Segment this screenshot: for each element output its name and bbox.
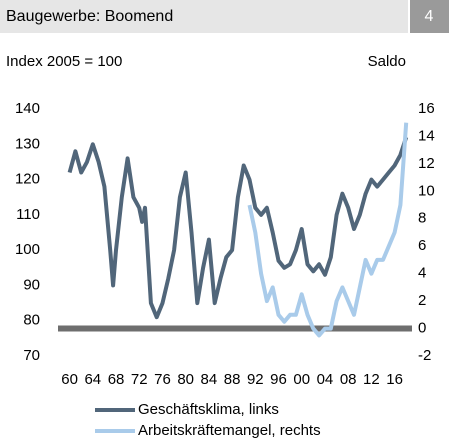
chart-title: Baugewerbe: Boomend: [6, 8, 173, 25]
y2-tick-label: 14: [418, 127, 435, 144]
x-tick-label: 68: [108, 371, 125, 388]
chart-number: 4: [425, 8, 434, 25]
x-tick-label: 12: [363, 371, 380, 388]
x-tick-label: 16: [386, 371, 403, 388]
header-number-box: [410, 0, 449, 33]
y2-axis-label: Saldo: [368, 53, 406, 70]
x-tick-label: 88: [224, 371, 241, 388]
legend-label: Arbeitskräftemangel, rechts: [138, 422, 321, 439]
y-tick-label: 120: [15, 171, 40, 188]
y-tick-label: 100: [15, 241, 40, 258]
x-tick-label: 04: [317, 371, 334, 388]
y-tick-label: 130: [15, 135, 40, 152]
y2-tick-label: 6: [418, 237, 426, 254]
y-tick-label: 70: [23, 347, 40, 364]
x-tick-label: 72: [131, 371, 148, 388]
x-tick-label: 00: [293, 371, 310, 388]
x-tick-label: 84: [201, 371, 218, 388]
legend-label: Geschäftsklima, links: [138, 401, 279, 418]
x-tick-label: 92: [247, 371, 264, 388]
x-tick-label: 64: [84, 371, 101, 388]
x-tick-label: 08: [340, 371, 357, 388]
y2-tick-label: -2: [418, 347, 431, 364]
y-tick-label: 90: [23, 276, 40, 293]
x-tick-label: 80: [177, 371, 194, 388]
y-tick-label: 140: [15, 100, 40, 117]
y2-tick-label: 0: [418, 320, 426, 337]
y2-tick-label: 8: [418, 210, 426, 227]
y-axis-label: Index 2005 = 100: [6, 53, 122, 70]
y2-tick-label: 12: [418, 155, 435, 172]
y-tick-label: 110: [16, 206, 40, 223]
x-tick-label: 96: [270, 371, 287, 388]
y2-tick-label: 16: [418, 100, 435, 117]
header-bar: [0, 0, 408, 33]
x-tick-label: 76: [154, 371, 171, 388]
x-tick-label: 60: [61, 371, 78, 388]
series-line: [67, 136, 409, 320]
y2-tick-label: 10: [418, 182, 435, 199]
series-line: [247, 122, 409, 338]
y-tick-label: 80: [23, 312, 40, 329]
y2-tick-label: 4: [418, 265, 426, 282]
y2-tick-label: 2: [418, 292, 426, 309]
